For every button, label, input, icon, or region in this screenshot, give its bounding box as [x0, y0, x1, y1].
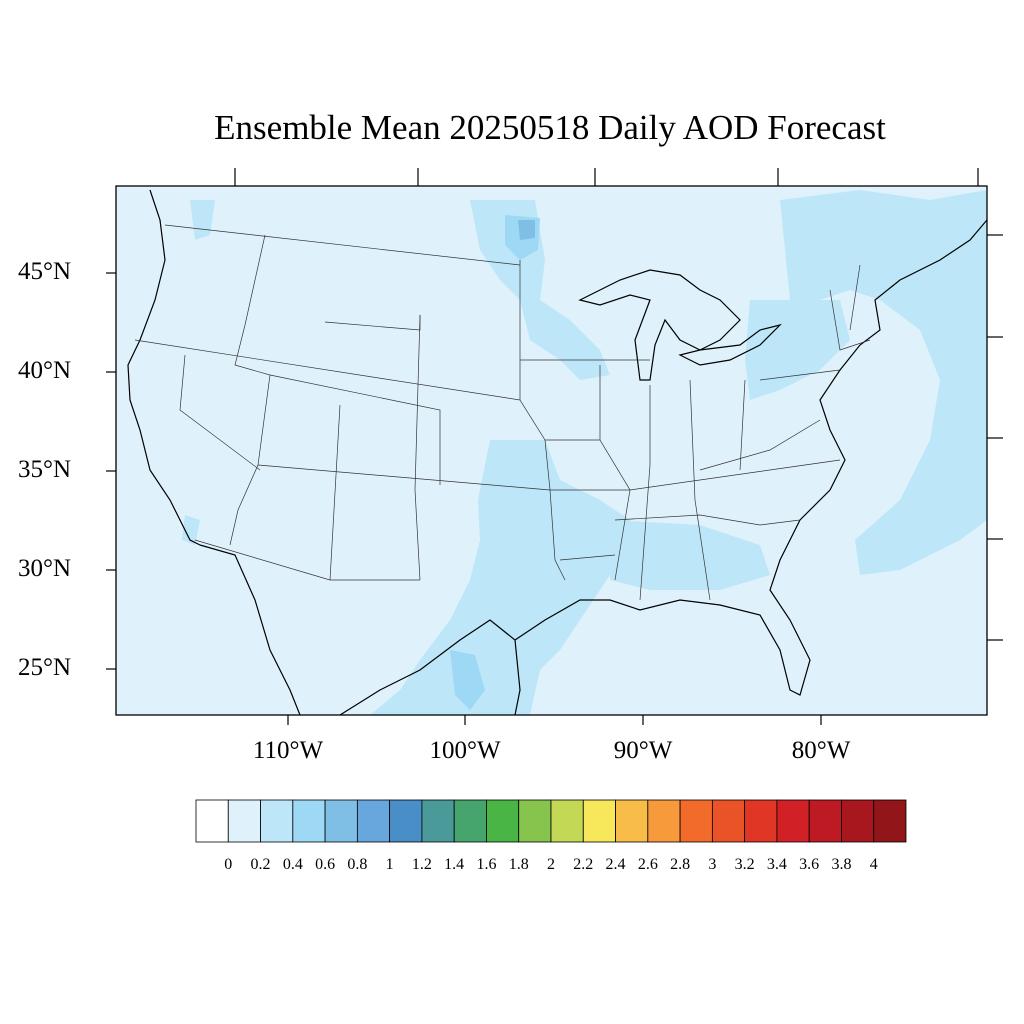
- colorbar-tick-label: 0.8: [347, 856, 368, 873]
- colorbar-swatch: [389, 799, 423, 843]
- colorbar-tick-label: 3.4: [766, 856, 787, 873]
- ticks: [106, 168, 1003, 725]
- lat-label-30: 30°N: [18, 555, 72, 582]
- colorbar-swatch: [647, 799, 681, 843]
- colorbar-swatch: [550, 799, 584, 843]
- colorbar-swatch: [324, 799, 358, 843]
- map-frame: [115, 185, 988, 716]
- colorbar-tick-label: 1.2: [411, 856, 432, 873]
- lat-label-40: 40°N: [18, 357, 72, 384]
- colorbar-swatch: [582, 799, 616, 843]
- colorbar-tick-label: 0.6: [315, 856, 336, 873]
- colorbar-tick-label: 2.6: [637, 856, 658, 873]
- colorbar-swatch: [227, 799, 261, 843]
- colorbar-tick-label: 0.2: [250, 856, 271, 873]
- colorbar-swatch: [615, 799, 649, 843]
- colorbar-swatch: [195, 799, 229, 843]
- colorbar-tick-label: 0.4: [282, 856, 303, 873]
- colorbar-swatch: [260, 799, 294, 843]
- colorbar-swatch: [486, 799, 520, 843]
- colorbar-tick-label: 1.4: [444, 856, 465, 873]
- colorbar-tick-label: 2.4: [605, 856, 626, 873]
- colorbar-tick-label: 3.8: [831, 856, 852, 873]
- lon-label-110w: 110°W: [252, 737, 324, 764]
- lat-label-45: 45°N: [18, 258, 72, 285]
- colorbar-swatch: [711, 799, 746, 843]
- colorbar-swatch: [421, 799, 455, 843]
- colorbar-tick-label: 1: [385, 856, 394, 873]
- colorbar-tick-label: 2: [547, 856, 555, 873]
- map-title: Ensemble Mean 20250518 Daily AOD Forecas…: [214, 108, 886, 147]
- colorbar-swatch: [873, 799, 907, 843]
- colorbar: [195, 799, 907, 843]
- colorbar-swatch: [776, 799, 810, 843]
- colorbar-swatch: [453, 799, 487, 843]
- lon-label-90w: 90°W: [613, 737, 673, 764]
- colorbar-tick-label: 4: [869, 856, 878, 873]
- lat-label-25: 25°N: [18, 654, 72, 681]
- colorbar-swatch: [292, 799, 326, 843]
- colorbar-swatch: [808, 799, 842, 843]
- colorbar-tick-label: 2.2: [573, 856, 594, 873]
- colorbar-tick-label: 0: [224, 856, 233, 873]
- colorbar-tick-label: 1.6: [476, 856, 497, 873]
- lon-label-100w: 100°W: [429, 737, 501, 764]
- colorbar-tick-label: 3.6: [799, 856, 820, 873]
- colorbar-swatch: [841, 799, 875, 843]
- colorbar-tick-label: 1.8: [508, 856, 529, 873]
- lat-label-35: 35°N: [18, 456, 72, 483]
- colorbar-tick-label: 2.8: [670, 856, 691, 873]
- colorbar-swatch: [744, 799, 778, 843]
- state-borders: [134, 224, 871, 601]
- colorbar-swatch: [518, 799, 552, 843]
- colorbar-tick-label: 3: [708, 856, 717, 873]
- aod-field-0-6-0-8: [518, 220, 535, 240]
- coastlines: [127, 189, 987, 715]
- colorbar-swatch: [356, 799, 391, 843]
- colorbar-swatch: [679, 799, 713, 843]
- colorbar-tick-label: 3.2: [734, 856, 755, 873]
- lon-label-80w: 80°W: [791, 737, 851, 764]
